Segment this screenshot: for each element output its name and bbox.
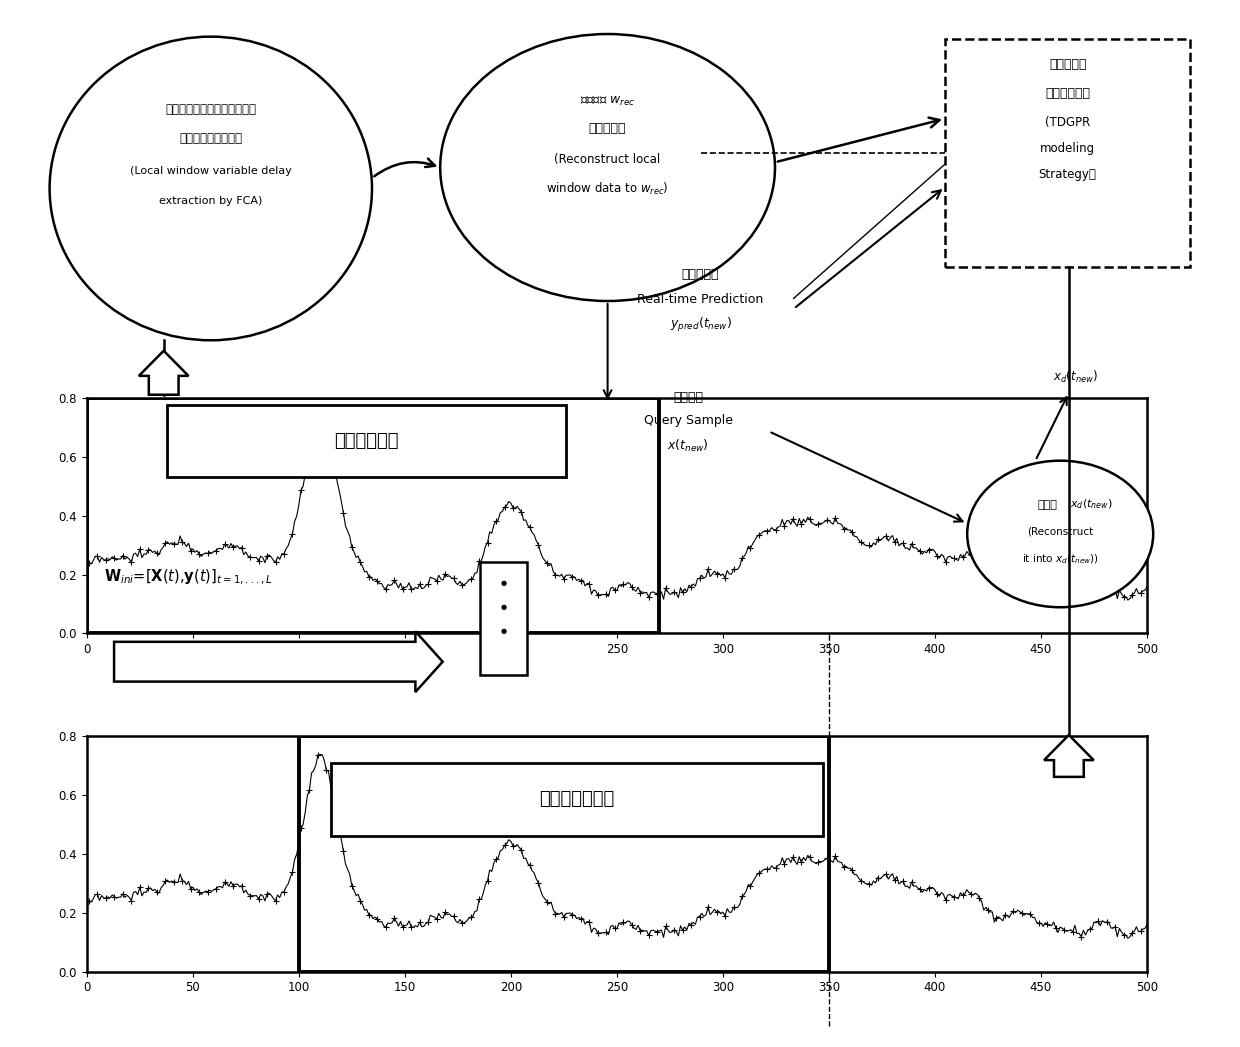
Text: Strategy）: Strategy） bbox=[1039, 169, 1096, 181]
Ellipse shape bbox=[967, 461, 1153, 607]
FancyBboxPatch shape bbox=[480, 562, 527, 675]
Text: modeling: modeling bbox=[1040, 142, 1095, 155]
Text: Real-time Prediction: Real-time Prediction bbox=[637, 293, 764, 306]
Text: 口局部变量时滞参数: 口局部变量时滞参数 bbox=[180, 132, 242, 144]
Text: $x_d(t_{new})$: $x_d(t_{new})$ bbox=[1053, 369, 1097, 385]
FancyBboxPatch shape bbox=[167, 405, 565, 477]
FancyBboxPatch shape bbox=[945, 39, 1190, 267]
Text: $x(t_{new})$: $x(t_{new})$ bbox=[667, 438, 709, 454]
FancyArrow shape bbox=[1044, 735, 1094, 777]
Ellipse shape bbox=[440, 34, 775, 302]
Ellipse shape bbox=[50, 37, 372, 340]
Text: 时间差高斯: 时间差高斯 bbox=[1049, 59, 1086, 71]
Text: 重构为: 重构为 bbox=[1038, 499, 1058, 510]
Text: $y_{pred}(t_{new})$: $y_{pred}(t_{new})$ bbox=[670, 315, 732, 334]
Text: (TDGPR: (TDGPR bbox=[1045, 116, 1090, 129]
Text: (Reconstruct local: (Reconstruct local bbox=[554, 153, 661, 165]
Text: ●: ● bbox=[501, 628, 506, 634]
Text: 数据重构为: 数据重构为 bbox=[589, 122, 626, 135]
Text: window data to $w_{rec}$): window data to $w_{rec}$) bbox=[547, 180, 668, 197]
Text: 局部窗口 $w_{rec}$: 局部窗口 $w_{rec}$ bbox=[580, 95, 635, 108]
Text: 更新的滑动窗口: 更新的滑动窗口 bbox=[539, 790, 614, 808]
Text: extraction by FCA): extraction by FCA) bbox=[159, 196, 263, 206]
Text: it into $x_d(t_{new})$): it into $x_d(t_{new})$) bbox=[1022, 553, 1099, 565]
FancyArrow shape bbox=[114, 631, 443, 692]
Bar bbox=[87, 398, 660, 633]
Text: (Reconstruct: (Reconstruct bbox=[1027, 527, 1094, 537]
Text: 实时预测值: 实时预测值 bbox=[682, 268, 719, 281]
Text: ●: ● bbox=[501, 580, 506, 586]
Bar bbox=[299, 736, 830, 972]
FancyArrow shape bbox=[139, 351, 188, 395]
Text: 过程回归建模: 过程回归建模 bbox=[1045, 87, 1090, 99]
Text: Query Sample: Query Sample bbox=[644, 415, 733, 427]
Text: ●: ● bbox=[501, 604, 506, 610]
Text: (Local window variable delay: (Local window variable delay bbox=[130, 165, 291, 176]
Text: $\mathbf{W}_{ini}$=[$\mathbf{X}$($t$),$\mathbf{y}$($t$)]$_{t=1,...,L}$: $\mathbf{W}_{ini}$=[$\mathbf{X}$($t$),$\… bbox=[104, 567, 273, 587]
Text: 初始滑动窗口: 初始滑动窗口 bbox=[335, 431, 399, 449]
FancyBboxPatch shape bbox=[331, 762, 822, 837]
Text: 查询样本: 查询样本 bbox=[673, 392, 703, 404]
Text: $x_d(t_{new})$: $x_d(t_{new})$ bbox=[1070, 498, 1112, 511]
Text: 通过模糊曲线分析方法提取窗: 通过模糊曲线分析方法提取窗 bbox=[165, 104, 257, 116]
